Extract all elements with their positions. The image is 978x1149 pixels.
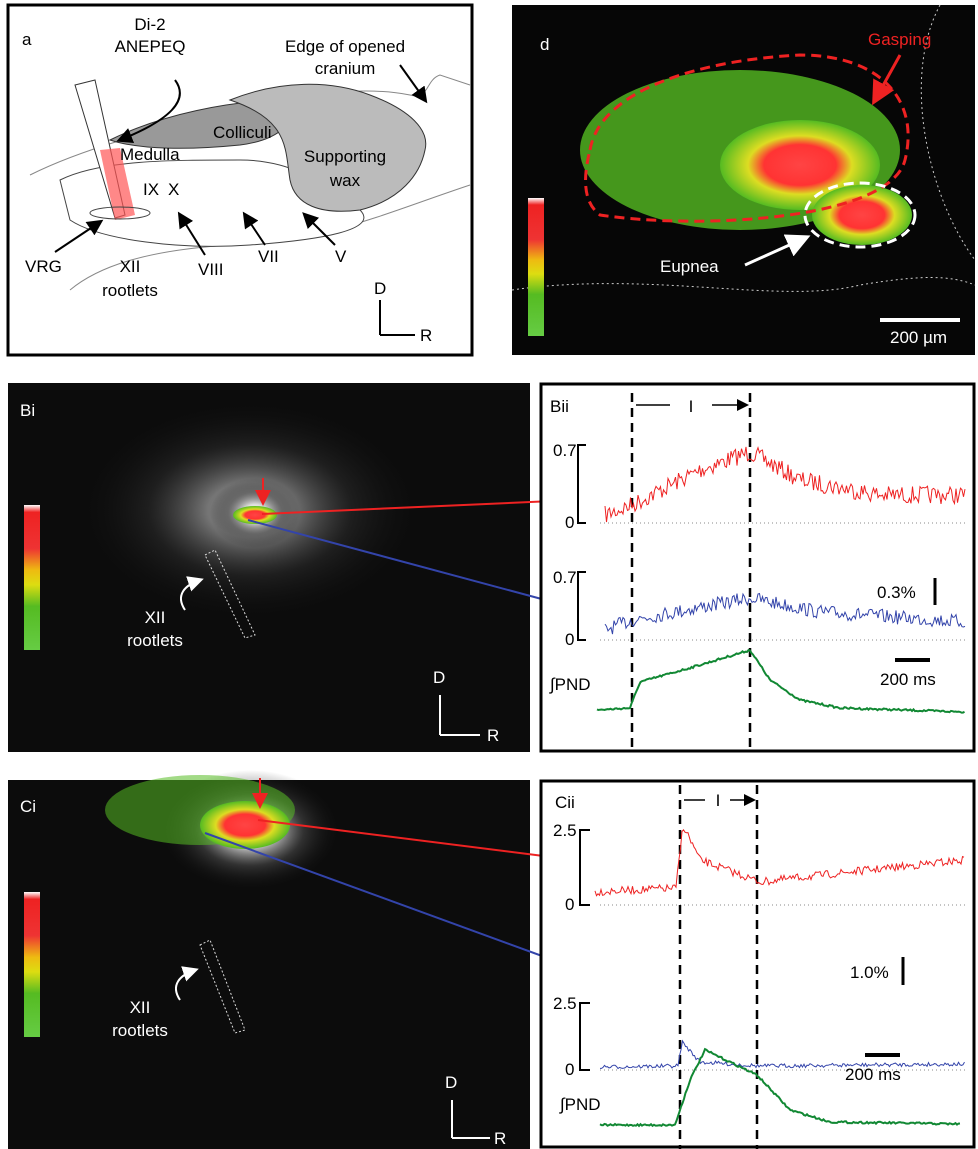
scale-label: 0 — [565, 630, 574, 649]
color-bar — [24, 505, 40, 650]
label: Medulla — [120, 145, 180, 164]
arrow — [180, 576, 204, 611]
scale-label: 0.7 — [553, 441, 577, 460]
orientation-axes — [451, 1100, 490, 1139]
label: Di-2 — [134, 15, 165, 34]
label: Supporting — [304, 147, 386, 166]
panel-d: d Gasping Eupnea 200 µm — [511, 4, 976, 355]
label: IX — [143, 180, 159, 199]
panel-cii: Cii I 2.5 0 2.5 0 1.0% 200 ms ∫PND — [539, 779, 976, 1149]
panel-label: Bi — [20, 401, 35, 420]
trace — [596, 648, 965, 714]
panel-label: Cii — [555, 793, 575, 812]
arrow — [116, 79, 181, 143]
panel-bi: Bi XII rootlets D R — [8, 383, 579, 752]
label: wax — [329, 171, 361, 190]
panel-a: a Di-2 ANEPEQ Edge of opened cranium Col… — [6, 3, 474, 357]
panel-label: Bii — [550, 397, 569, 416]
time-label: 200 ms — [845, 1065, 901, 1084]
dye — [100, 148, 135, 220]
rootlets-outline — [204, 549, 256, 639]
label: XII — [145, 608, 166, 627]
axis-label: R — [487, 726, 499, 745]
arrow — [744, 234, 811, 267]
panel-frame — [539, 382, 976, 753]
supporting-wax — [228, 83, 427, 212]
scale-label: 2.5 — [553, 821, 577, 840]
arrow — [247, 519, 579, 613]
activity — [720, 120, 880, 210]
label: rootlets — [127, 631, 183, 650]
panel-label: d — [540, 35, 549, 54]
panel-label: Ci — [20, 797, 36, 816]
activity — [812, 185, 912, 245]
trace-label: ∫PND — [549, 675, 591, 694]
panel-bii: Bii I 0.7 0 0.7 0 0.3% 200 ms ∫PND — [539, 382, 976, 753]
rootlets-outline — [199, 939, 246, 1034]
gasping-outline — [584, 53, 910, 223]
trace — [594, 828, 965, 897]
arrow — [872, 54, 902, 106]
panel-label: a — [22, 30, 32, 49]
label: Eupnea — [660, 257, 719, 276]
orientation-axes — [439, 695, 480, 736]
tissue-outline — [511, 4, 976, 292]
scale-label: 0 — [565, 1060, 574, 1079]
label: rootlets — [102, 281, 158, 300]
arrow — [54, 219, 104, 253]
arrow — [242, 211, 266, 246]
label: VII — [258, 247, 279, 266]
eupnea-outline — [803, 181, 917, 249]
arrow — [177, 211, 206, 256]
activity — [200, 801, 290, 849]
label: ANEPEQ — [115, 37, 186, 56]
amplitude-label: 0.3% — [877, 583, 916, 602]
trace — [604, 592, 966, 635]
scale-label: 0.7 — [553, 568, 577, 587]
label: XII — [130, 998, 151, 1017]
axis-label: R — [494, 1129, 506, 1148]
arrow — [204, 832, 579, 972]
trace — [599, 1047, 961, 1128]
label: Colliculi — [213, 123, 272, 142]
label: XII — [120, 257, 141, 276]
label: X — [168, 180, 179, 199]
scale-brackets — [577, 444, 586, 641]
time-label: 200 ms — [880, 670, 936, 689]
panel-ci: Ci XII rootlets D R — [8, 770, 579, 1149]
scale-brackets — [579, 829, 590, 1071]
axis-label: D — [433, 668, 445, 687]
label: rootlets — [112, 1021, 168, 1040]
trace — [600, 1039, 965, 1070]
arrow — [175, 966, 199, 1001]
label: Gasping — [868, 30, 931, 49]
interval-label: I — [689, 397, 694, 416]
interval-label: I — [716, 791, 721, 810]
trace-label: ∫PND — [559, 1095, 601, 1114]
orientation-axes — [379, 300, 415, 336]
scale-label: 2.5 — [553, 994, 577, 1013]
color-bar — [528, 198, 544, 336]
arrow — [302, 212, 336, 246]
label: VIII — [198, 260, 224, 279]
arrow — [261, 492, 579, 515]
color-bar — [24, 892, 40, 1037]
scale-label: 0 — [565, 895, 574, 914]
label: V — [335, 247, 347, 266]
label: cranium — [315, 59, 375, 78]
activity — [233, 506, 277, 524]
trace — [604, 446, 966, 523]
axis-label: D — [445, 1073, 457, 1092]
axis-label: D — [374, 279, 386, 298]
arrow — [399, 64, 428, 104]
amplitude-label: 1.0% — [850, 963, 889, 982]
vrg-outline — [89, 206, 151, 220]
axis-label: R — [420, 326, 432, 345]
scale-label: 200 µm — [890, 328, 947, 347]
scale-label: 0 — [565, 513, 574, 532]
label: Edge of opened — [285, 37, 405, 56]
label: VRG — [25, 257, 62, 276]
